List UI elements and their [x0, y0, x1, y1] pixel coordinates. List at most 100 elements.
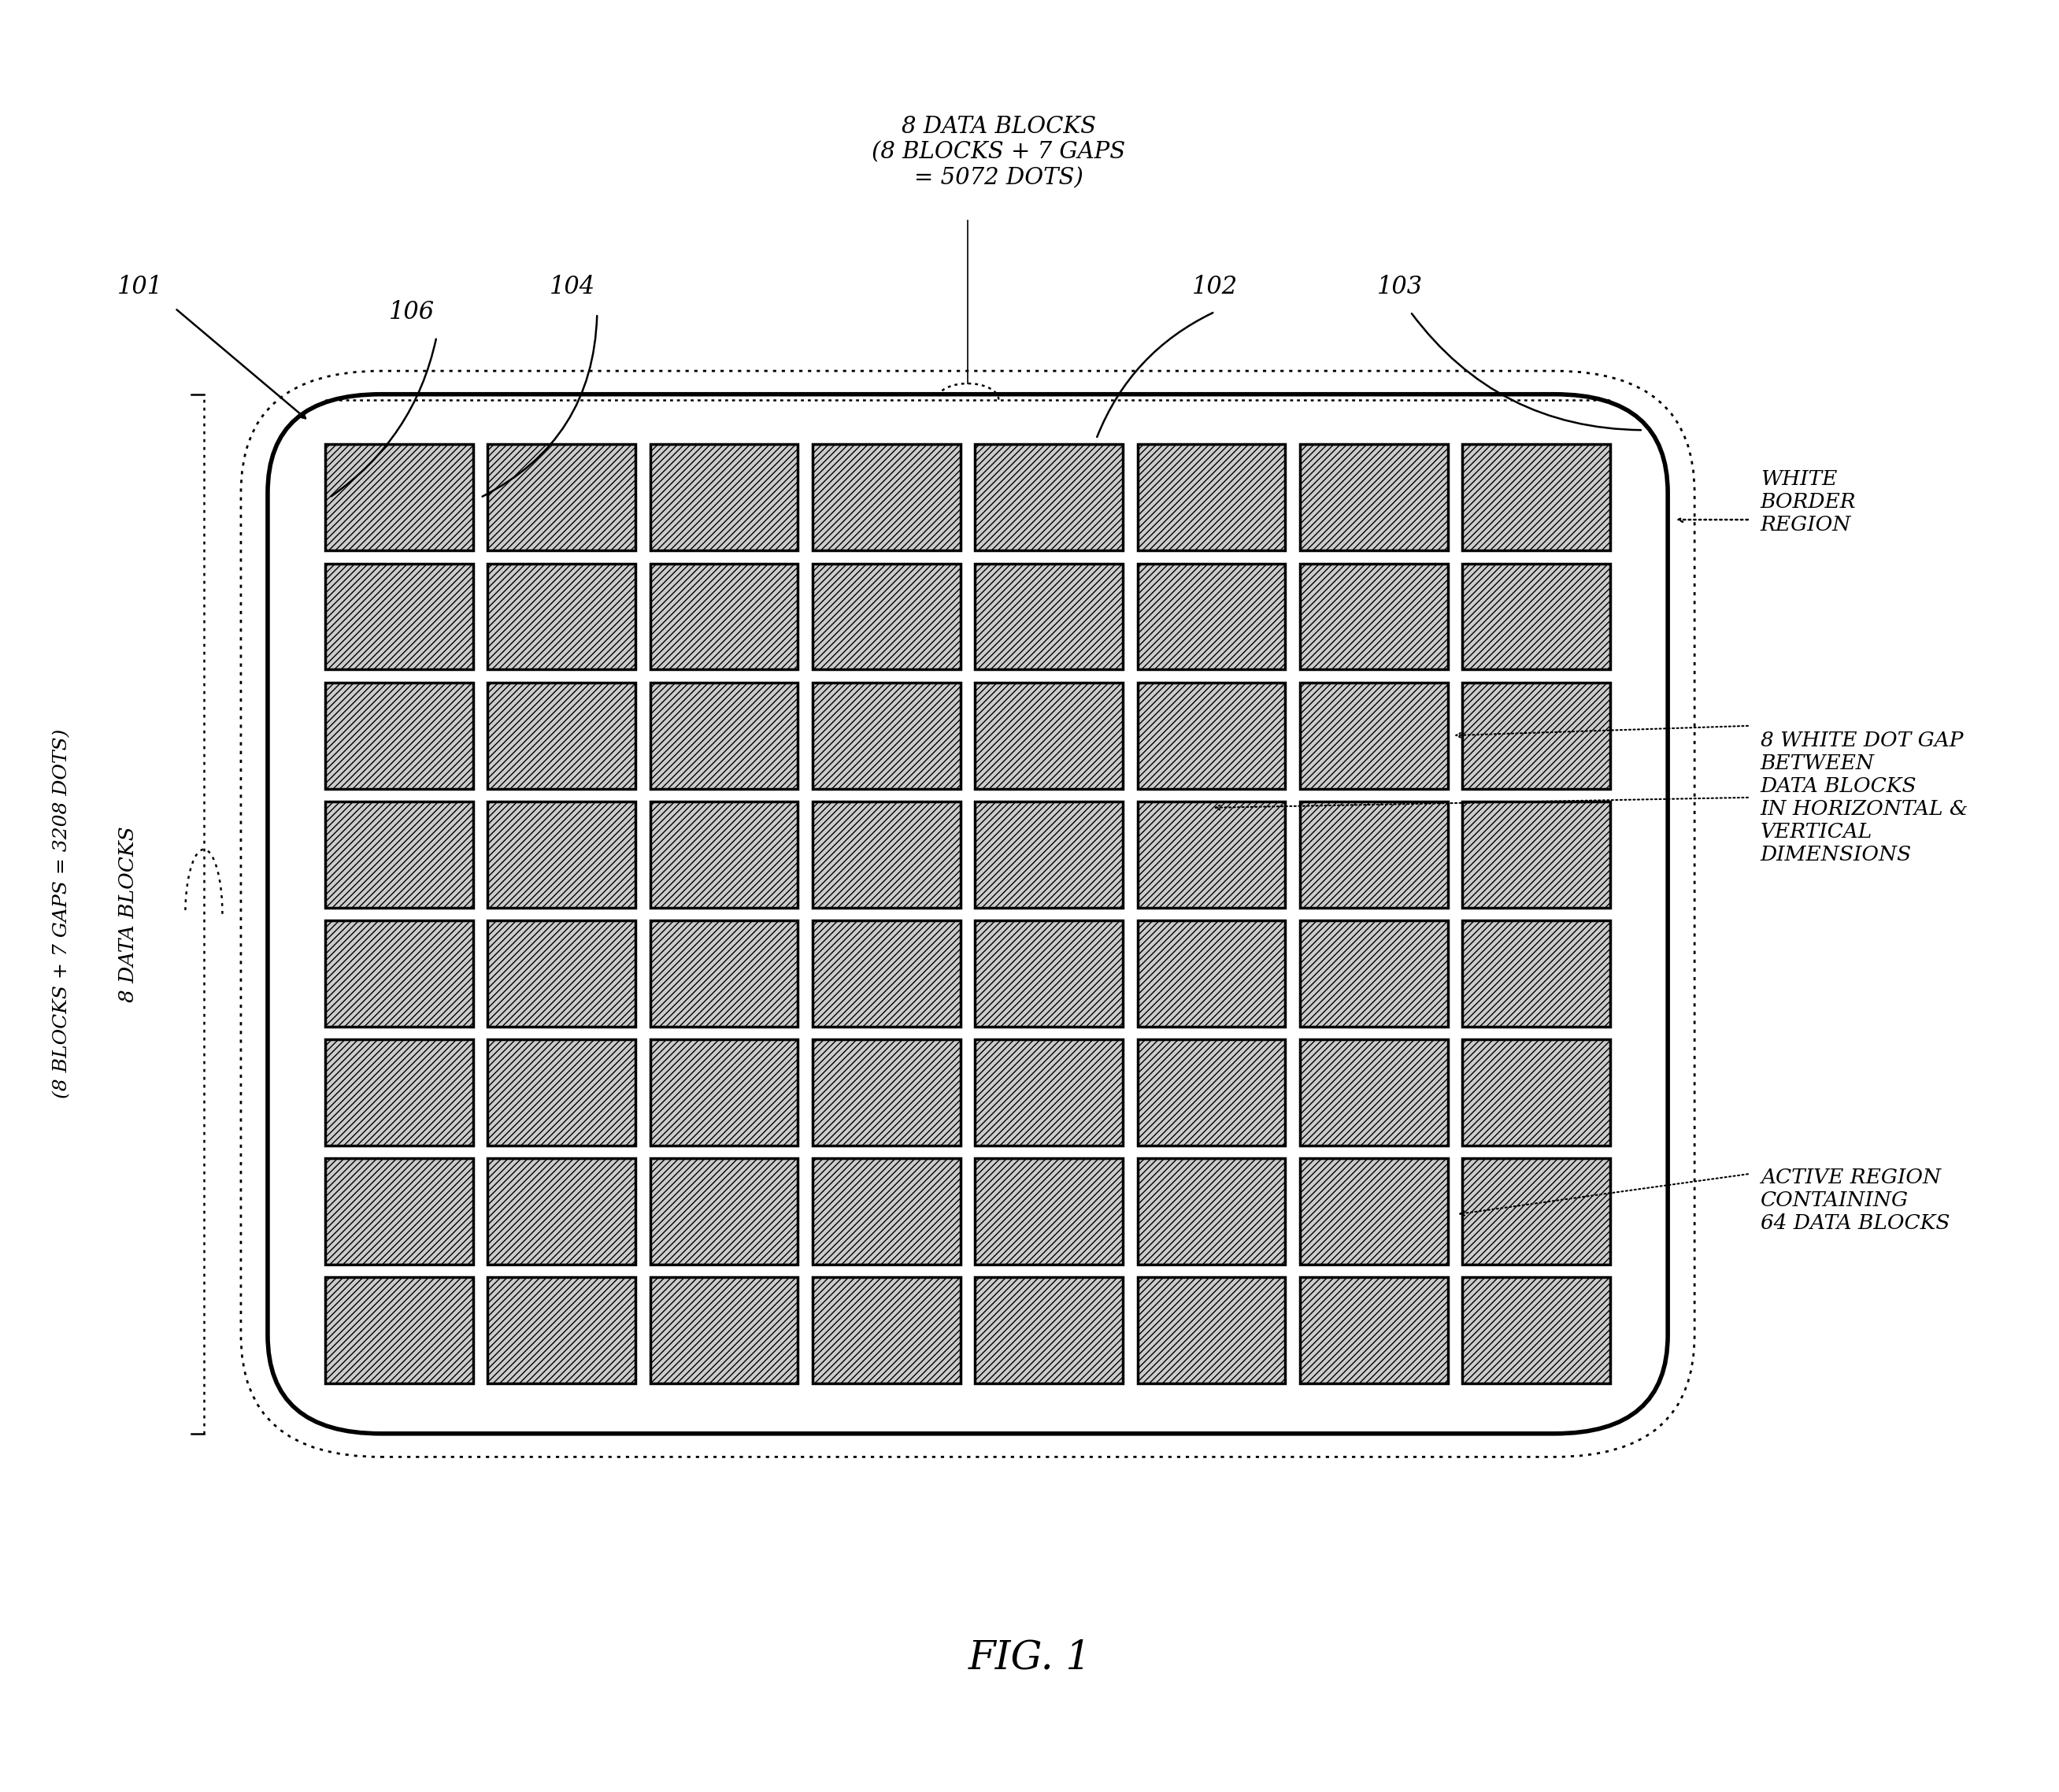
- Bar: [488, 444, 636, 550]
- Bar: [813, 1158, 959, 1265]
- Bar: [976, 1039, 1122, 1145]
- Bar: [1137, 921, 1285, 1027]
- Bar: [1462, 1039, 1610, 1145]
- Bar: [1462, 1278, 1610, 1383]
- Text: 8 WHITE DOT GAP
BETWEEN
DATA BLOCKS
IN HORIZONTAL &
VERTICAL
DIMENSIONS: 8 WHITE DOT GAP BETWEEN DATA BLOCKS IN H…: [1760, 731, 1968, 864]
- Bar: [651, 563, 799, 670]
- Bar: [1137, 1039, 1285, 1145]
- Bar: [488, 1158, 636, 1265]
- Bar: [976, 1278, 1122, 1383]
- Bar: [1299, 801, 1447, 907]
- Bar: [651, 1039, 799, 1145]
- Bar: [813, 683, 959, 788]
- Bar: [813, 801, 959, 907]
- Text: 106: 106: [389, 299, 434, 324]
- Bar: [325, 563, 474, 670]
- Bar: [1299, 801, 1447, 907]
- Bar: [651, 683, 799, 788]
- Bar: [1137, 1158, 1285, 1265]
- Bar: [325, 1158, 474, 1265]
- Bar: [325, 921, 474, 1027]
- Bar: [1299, 921, 1447, 1027]
- Bar: [325, 1039, 474, 1145]
- Bar: [1299, 1278, 1447, 1383]
- Bar: [325, 1158, 474, 1265]
- Bar: [651, 1278, 799, 1383]
- Bar: [1462, 683, 1610, 788]
- Bar: [488, 801, 636, 907]
- Bar: [976, 921, 1122, 1027]
- Bar: [651, 444, 799, 550]
- Bar: [1137, 801, 1285, 907]
- Bar: [1462, 563, 1610, 670]
- Bar: [1299, 1158, 1447, 1265]
- Bar: [488, 921, 636, 1027]
- Bar: [1462, 1158, 1610, 1265]
- Bar: [488, 444, 636, 550]
- Bar: [976, 444, 1122, 550]
- Bar: [1462, 801, 1610, 907]
- Bar: [488, 1039, 636, 1145]
- Bar: [488, 683, 636, 788]
- Text: (8 BLOCKS + 7 GAPS = 3208 DOTS): (8 BLOCKS + 7 GAPS = 3208 DOTS): [54, 729, 70, 1098]
- Text: 8 DATA BLOCKS: 8 DATA BLOCKS: [117, 826, 138, 1002]
- Bar: [651, 921, 799, 1027]
- Bar: [813, 921, 959, 1027]
- Bar: [651, 563, 799, 670]
- Bar: [1462, 444, 1610, 550]
- Bar: [1299, 444, 1447, 550]
- Bar: [1299, 1039, 1447, 1145]
- Bar: [651, 1158, 799, 1265]
- Bar: [1462, 683, 1610, 788]
- Bar: [1137, 683, 1285, 788]
- Bar: [1299, 1039, 1447, 1145]
- Bar: [1137, 563, 1285, 670]
- Bar: [651, 921, 799, 1027]
- Bar: [813, 1278, 959, 1383]
- Bar: [1462, 1158, 1610, 1265]
- Bar: [488, 1158, 636, 1265]
- Text: 102: 102: [1192, 274, 1237, 299]
- Text: FIG. 1: FIG. 1: [968, 1638, 1091, 1677]
- Bar: [651, 1158, 799, 1265]
- Text: WHITE
BORDER
REGION: WHITE BORDER REGION: [1760, 470, 1857, 534]
- Bar: [1299, 921, 1447, 1027]
- Bar: [1299, 1278, 1447, 1383]
- Bar: [1462, 563, 1610, 670]
- Bar: [1137, 1278, 1285, 1383]
- Bar: [325, 683, 474, 788]
- Bar: [1137, 1158, 1285, 1265]
- Bar: [488, 921, 636, 1027]
- Bar: [325, 921, 474, 1027]
- Bar: [1462, 801, 1610, 907]
- Bar: [1299, 683, 1447, 788]
- Bar: [488, 683, 636, 788]
- Bar: [976, 683, 1122, 788]
- Bar: [325, 1278, 474, 1383]
- Bar: [651, 801, 799, 907]
- Bar: [325, 1278, 474, 1383]
- Bar: [813, 444, 959, 550]
- Bar: [325, 563, 474, 670]
- Bar: [651, 444, 799, 550]
- Text: 103: 103: [1377, 274, 1423, 299]
- Bar: [325, 444, 474, 550]
- Bar: [651, 1278, 799, 1383]
- Bar: [1462, 921, 1610, 1027]
- Bar: [813, 801, 959, 907]
- Bar: [976, 683, 1122, 788]
- Bar: [488, 563, 636, 670]
- Bar: [976, 563, 1122, 670]
- Bar: [1462, 921, 1610, 1027]
- Bar: [1462, 1278, 1610, 1383]
- Bar: [976, 1158, 1122, 1265]
- Bar: [1137, 563, 1285, 670]
- Bar: [1137, 444, 1285, 550]
- Bar: [1299, 563, 1447, 670]
- FancyBboxPatch shape: [268, 394, 1668, 1434]
- Bar: [651, 683, 799, 788]
- Bar: [1137, 1278, 1285, 1383]
- Bar: [325, 444, 474, 550]
- Bar: [1137, 921, 1285, 1027]
- Bar: [1462, 444, 1610, 550]
